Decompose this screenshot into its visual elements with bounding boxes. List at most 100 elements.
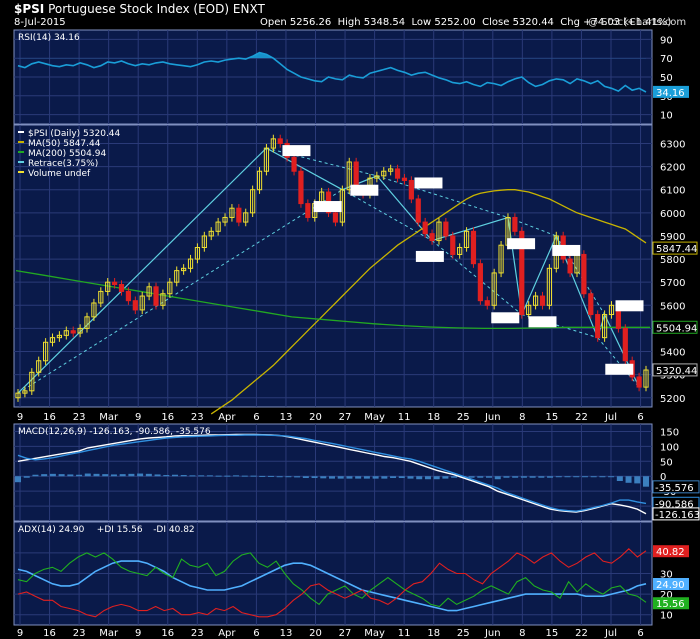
price-legend-item: Volume undef [28, 169, 91, 179]
candle [415, 194, 421, 227]
candle-body [256, 170, 263, 191]
candle-body [595, 314, 601, 339]
candle [243, 208, 249, 227]
candle [401, 174, 408, 185]
macd-histogram-bar [407, 476, 414, 479]
header-line-1: $PSI Portuguese Stock Index (EOD) ENXT [14, 2, 265, 16]
price-y-tick: 6300 [660, 139, 685, 150]
macd-histogram-bar [250, 475, 257, 477]
candle-body [622, 327, 628, 362]
candle-body [422, 221, 428, 235]
candle-body [381, 170, 387, 177]
candle-body [215, 221, 221, 232]
candle-body [84, 316, 90, 329]
candle-body [484, 300, 490, 306]
adx-y-tick: 20 [660, 590, 673, 601]
candle-body [167, 281, 173, 295]
retrace-label: 1.166 [530, 318, 556, 328]
candle [429, 229, 435, 245]
macd-histogram-bar [363, 476, 370, 479]
candle-body [498, 244, 504, 274]
retrace-label-box [415, 250, 444, 262]
x-tick-label-bottom: Jul [604, 628, 617, 639]
candle [215, 217, 221, 236]
candle [470, 227, 477, 268]
candle [105, 278, 111, 296]
candle-body [270, 138, 276, 149]
candle-body [394, 168, 401, 179]
candle-body [491, 272, 497, 306]
candle-body [160, 293, 166, 306]
macd-histogram-bar [547, 476, 554, 478]
macd-last-label: -35.576 [655, 483, 694, 494]
retrace-label: 0.489 [554, 247, 580, 257]
retrace-label-box [615, 300, 644, 312]
x-tick-label: Mar [99, 412, 119, 423]
macd-y-tick: 100 [660, 442, 679, 453]
x-tick-label-bottom: 25 [457, 628, 470, 639]
macd-histogram-bar [608, 476, 615, 478]
retrace-label: 2.363 [418, 253, 444, 263]
macd-histogram-bar [416, 476, 423, 480]
macd-histogram-bar [32, 474, 39, 477]
candle-body [56, 334, 63, 339]
candle [56, 331, 63, 342]
macd-histogram-bar [573, 476, 580, 478]
x-tick-label: 25 [457, 412, 470, 423]
x-tick-label-bottom: 16 [161, 628, 174, 639]
x-tick-label: 15 [546, 412, 559, 423]
candle-body [601, 314, 608, 339]
candle-body [146, 286, 152, 297]
candle [588, 289, 594, 319]
macd-histogram-bar [267, 475, 274, 477]
macd-histogram-bar [311, 476, 318, 479]
price-legend-item: MA(200) 5504.94 [28, 149, 106, 159]
price-y-tick: 5900 [660, 232, 685, 243]
retrace-label: 0.245 [617, 302, 643, 312]
x-tick-label-bottom: 16 [43, 628, 56, 639]
macd-signal-line [17, 434, 647, 512]
candle [539, 291, 546, 310]
macd-histogram-bar [520, 476, 527, 478]
macd-histogram-bar [128, 473, 135, 477]
price-y-tick: 6200 [660, 163, 685, 174]
macd-histogram-bar [538, 476, 545, 478]
candle [305, 199, 311, 222]
macd-histogram-bar [241, 475, 248, 477]
rsi-legend: RSI(14) 34.16 [18, 33, 80, 43]
macd-histogram-bar [15, 476, 21, 483]
candle [643, 365, 649, 392]
macd-last-box [652, 480, 700, 494]
candle-body [43, 341, 49, 362]
candle-body [70, 330, 76, 334]
candle-body [139, 295, 145, 311]
x-tick-label: 11 [398, 412, 411, 423]
macd-histogram-bar [477, 476, 484, 478]
rsi-y-tick: 70 [660, 54, 673, 65]
candle-body [222, 216, 228, 223]
macd-histogram-bar [93, 473, 100, 477]
macd-histogram-bar [163, 475, 170, 477]
candle [581, 250, 587, 298]
macd-histogram-bar [599, 476, 606, 478]
candle-body [436, 221, 442, 242]
x-tick-label: 23 [73, 412, 86, 423]
retrace-label-box [605, 363, 634, 375]
x-tick-label: 23 [191, 412, 204, 423]
x-tick-label-bottom: 23 [73, 628, 86, 639]
price-legend-item: Retrace(3.75%) [28, 159, 98, 169]
candle-body [98, 290, 104, 304]
x-tick-label: Apr [218, 412, 236, 423]
x-tick-label-bottom: 15 [546, 628, 559, 639]
retrace-label: 1.013 [509, 240, 535, 250]
macd-histogram-bar [206, 475, 213, 477]
candle-body [112, 281, 118, 285]
retrace-dashed [376, 175, 509, 218]
candle [457, 243, 463, 259]
price-last-box [652, 363, 698, 377]
candle [98, 287, 104, 308]
x-tick-label-bottom: 22 [575, 628, 588, 639]
candle [450, 231, 456, 259]
macd-histogram-bar [198, 475, 205, 477]
candle-body [63, 330, 69, 336]
